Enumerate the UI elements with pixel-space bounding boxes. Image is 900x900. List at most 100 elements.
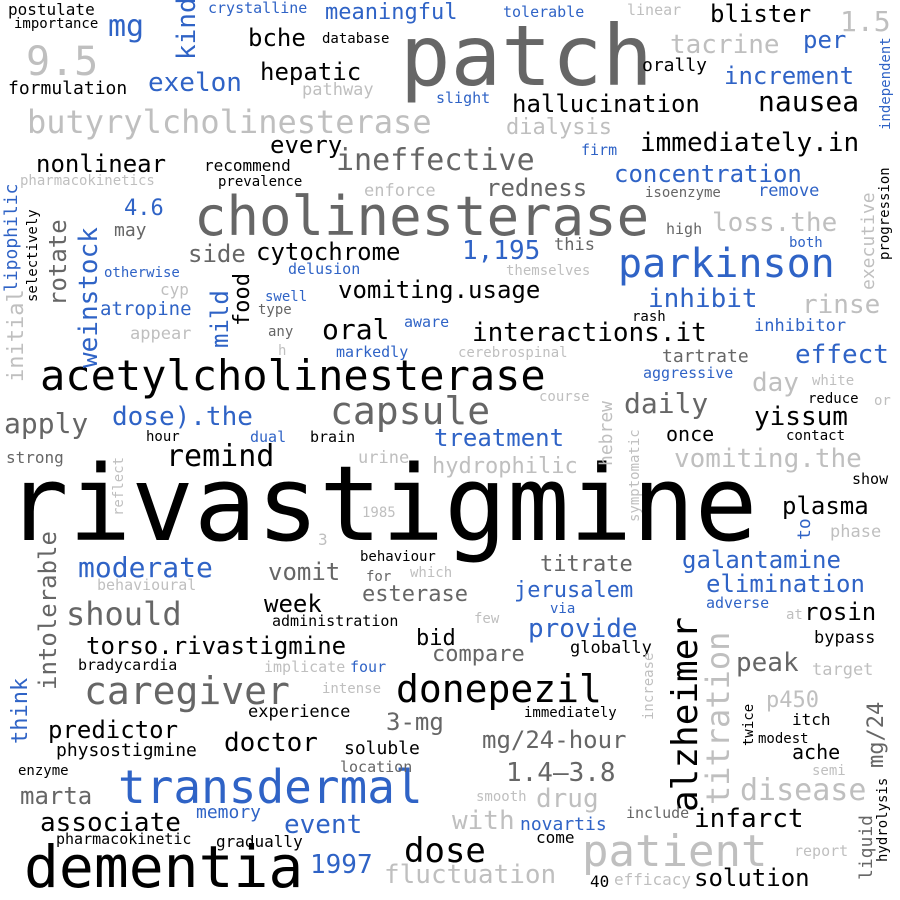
word-novartis: novartis xyxy=(520,814,607,835)
word-twice: twice xyxy=(741,703,757,746)
word-titration: titration xyxy=(699,631,737,805)
word-for: for xyxy=(366,569,392,585)
word-orally: orally xyxy=(642,55,708,76)
word-caregiver: caregiver xyxy=(84,669,290,713)
word-doctor: doctor xyxy=(224,728,318,758)
word-isoenzyme: isoenzyme xyxy=(645,185,721,201)
word-with: with xyxy=(452,806,515,836)
word-capsule: capsule xyxy=(330,389,491,433)
word-dose: dose xyxy=(404,831,486,871)
word-database: database xyxy=(322,31,390,47)
word-progression: progression xyxy=(877,167,893,260)
word-swell: swell xyxy=(265,289,308,305)
word-ache: ache xyxy=(792,740,841,764)
word-redness: redness xyxy=(486,174,588,202)
word-increase: increase xyxy=(641,652,657,720)
word-any: any xyxy=(268,324,294,340)
word-1195: 1,195 xyxy=(462,236,541,266)
word-weinstock: weinstock xyxy=(74,227,104,368)
word-memory: memory xyxy=(196,802,262,823)
word-4-6: 4.6 xyxy=(124,196,164,221)
word-slight: slight xyxy=(436,89,491,107)
word-experience: experience xyxy=(248,702,351,722)
word-pharmacokinetic: pharmacokinetic xyxy=(56,830,192,848)
word-exelon: exelon xyxy=(148,68,242,98)
word-esterase: esterase xyxy=(362,582,468,607)
word-hallucination: hallucination xyxy=(512,90,700,118)
word-inhibitor: inhibitor xyxy=(754,316,847,336)
word-h: h xyxy=(278,343,287,359)
word-immediately-in: immediately.in xyxy=(640,128,860,158)
word-1-4-3-8: 1.4–3.8 xyxy=(506,758,616,788)
word-via: via xyxy=(550,601,576,617)
word-cyp: cyp xyxy=(160,280,189,299)
word-few: few xyxy=(474,611,500,627)
word-liquid: liquid xyxy=(856,814,877,880)
word-nonlinear: nonlinear xyxy=(36,150,167,178)
word-four: four xyxy=(350,658,387,676)
word-predictor: predictor xyxy=(48,716,179,744)
word-hepatic: hepatic xyxy=(260,58,362,86)
word-week: week xyxy=(264,590,322,618)
word-transdermal: transdermal xyxy=(118,760,423,814)
word-brain: brain xyxy=(310,428,356,446)
word-treatment: treatment xyxy=(434,424,565,452)
word-phase: phase xyxy=(830,522,882,542)
word-which: which xyxy=(410,565,453,581)
word-effect: effect xyxy=(795,340,889,370)
word-meaningful: meaningful xyxy=(325,0,458,25)
word-should: should xyxy=(66,595,182,633)
word-bche: bche xyxy=(248,24,306,52)
word-semi: semi xyxy=(812,763,846,779)
word-3: 3 xyxy=(318,530,328,549)
word-physostigmine: physostigmine xyxy=(56,740,197,761)
word-rosin: rosin xyxy=(804,598,877,626)
word-rash: rash xyxy=(632,309,666,325)
word-day: day xyxy=(752,368,799,398)
word-urine: urine xyxy=(358,448,410,468)
word-white: white xyxy=(812,373,855,389)
word-reduce: reduce xyxy=(808,391,859,407)
word-cholinesterase: cholinesterase xyxy=(194,185,650,248)
word-pathway: pathway xyxy=(302,80,374,100)
word-soluble: soluble xyxy=(344,738,420,759)
word-patch: patch xyxy=(400,7,653,105)
word-this: this xyxy=(554,235,595,255)
word-intolerable: intolerable xyxy=(34,531,62,690)
word-pharmacokinetics: pharmacokinetics xyxy=(20,173,155,189)
word-once: once xyxy=(666,422,715,446)
word-donepezil: donepezil xyxy=(396,667,602,711)
word-contact: contact xyxy=(786,428,846,444)
word-titrate: titrate xyxy=(540,552,633,577)
word-behavioural: behavioural xyxy=(97,576,197,594)
word-compare: compare xyxy=(432,642,525,667)
word-patient: patient xyxy=(582,826,768,877)
word-blister: blister xyxy=(710,0,812,28)
word-formulation: formulation xyxy=(8,78,128,99)
word-cerebrospinal: cerebrospinal xyxy=(458,345,568,361)
word-tartrate: tartrate xyxy=(662,346,749,367)
word-modest: modest xyxy=(758,731,809,747)
word-initial: initial xyxy=(4,289,29,382)
word-associate: associate xyxy=(40,808,181,838)
word-behaviour: behaviour xyxy=(360,549,436,565)
word-course: course xyxy=(539,389,590,405)
word-think: think xyxy=(8,677,33,744)
word-or: or xyxy=(874,393,891,409)
word-daily: daily xyxy=(624,387,709,420)
word-administration: administration xyxy=(272,612,399,630)
word-enforce: enforce xyxy=(364,181,436,201)
word-remove: remove xyxy=(758,181,820,201)
word-inhibit: inhibit xyxy=(648,284,758,314)
word-mild: mild xyxy=(206,290,234,348)
word-remind: remind xyxy=(166,439,275,474)
word-rotate: rotate xyxy=(44,219,72,306)
word-appear: appear xyxy=(130,324,192,344)
word-executive: executive xyxy=(858,192,879,290)
word-parkinson: parkinson xyxy=(618,241,835,287)
word-smooth: smooth xyxy=(476,789,527,805)
word-jerusalem: jerusalem xyxy=(514,578,634,603)
word-location: location xyxy=(340,758,413,776)
word-solution: solution xyxy=(694,864,810,892)
